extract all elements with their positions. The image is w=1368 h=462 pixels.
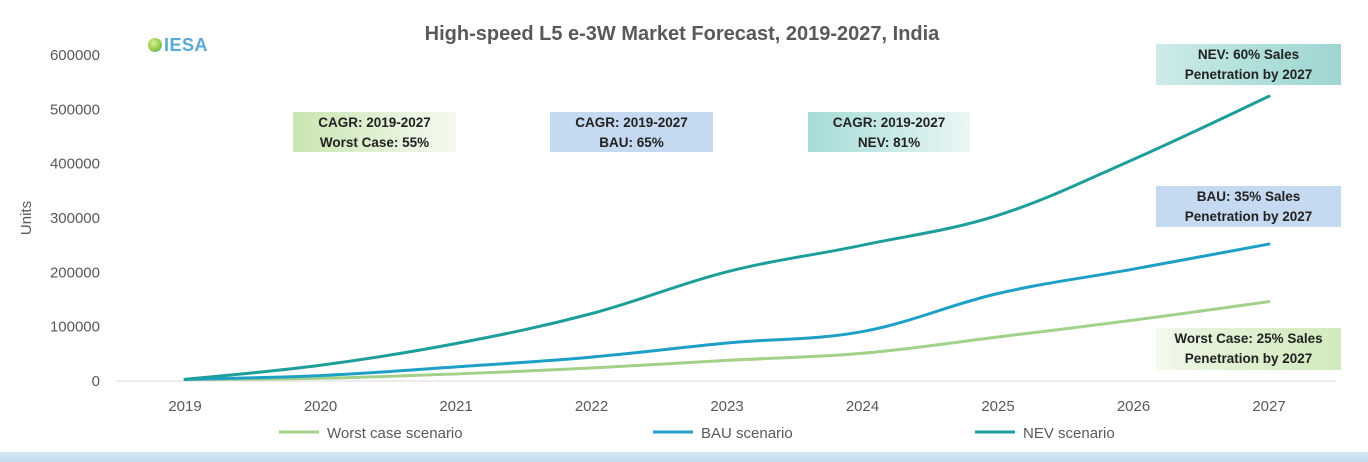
callout-line: CAGR: 2019-2027 [575, 115, 688, 130]
callout-line: NEV: 81% [857, 135, 921, 150]
callout-line: Worst Case: 55% [319, 135, 430, 150]
y-tick-label: 300000 [50, 210, 100, 227]
callout-line: Penetration by 2027 [1184, 67, 1313, 82]
cagr-nev-callout: CAGR: 2019-2027 NEV: 81% [808, 112, 970, 152]
y-tick-label: 0 [92, 373, 100, 390]
x-tick-label: 2023 [710, 398, 743, 415]
series-lines [183, 94, 1271, 381]
x-tick-label: 2024 [846, 398, 879, 415]
x-tick-label: 2027 [1252, 398, 1285, 415]
nev-penetration-callout: NEV: 60% Sales Penetration by 2027 [1156, 44, 1341, 85]
y-tick-label: 100000 [50, 319, 100, 336]
x-tick-label: 2019 [168, 398, 201, 415]
callout-line: BAU: 35% Sales [1196, 189, 1301, 204]
y-tick-label: 200000 [50, 264, 100, 281]
x-axis-ticks: 2019 2020 2021 2022 2023 2024 2025 2026 2027 [168, 398, 1285, 415]
cagr-bau-callout: CAGR: 2019-2027 BAU: 65% [550, 112, 713, 152]
y-axis-label: Units [18, 201, 35, 235]
callout-line: Worst Case: 25% Sales [1174, 331, 1323, 346]
x-tick-label: 2020 [304, 398, 337, 415]
y-tick-label: 400000 [50, 156, 100, 173]
callout-line: NEV: 60% Sales [1197, 47, 1300, 62]
callout-line: BAU: 65% [599, 135, 664, 150]
series-line-bau-scenario [183, 242, 1271, 381]
callout-line: CAGR: 2019-2027 [832, 115, 946, 130]
worst-case-penetration-callout: Worst Case: 25% Sales Penetration by 202… [1156, 328, 1341, 370]
x-tick-label: 2025 [981, 398, 1014, 415]
bau-penetration-callout: BAU: 35% Sales Penetration by 2027 [1156, 186, 1341, 227]
series-line-nev-scenario [183, 94, 1271, 381]
iesa-logo: IESA [148, 34, 208, 56]
x-tick-label: 2026 [1117, 398, 1150, 415]
series-line-worst-case-scenario [183, 300, 1271, 381]
y-tick-label: 500000 [50, 101, 100, 118]
callout-line: Penetration by 2027 [1184, 351, 1313, 366]
chart-title: High-speed L5 e-3W Market Forecast, 2019… [425, 23, 941, 45]
cagr-worst-case-callout: CAGR: 2019-2027 Worst Case: 55% [293, 112, 456, 152]
globe-icon [148, 38, 162, 52]
x-tick-label: 2021 [439, 398, 472, 415]
x-tick-label: 2022 [575, 398, 608, 415]
legend-label: NEV scenario [1023, 425, 1115, 442]
logo-text: IESA [164, 34, 209, 55]
callout-line: CAGR: 2019-2027 [318, 115, 431, 130]
legend-label: Worst case scenario [327, 425, 463, 442]
bottom-band [0, 452, 1368, 462]
legend-label: BAU scenario [701, 425, 793, 442]
callout-line: Penetration by 2027 [1184, 209, 1313, 224]
legend: Worst case scenario BAU scenario NEV scena… [279, 425, 1115, 442]
y-tick-label: 600000 [50, 47, 100, 64]
y-axis-ticks: 0 100000 200000 300000 400000 500000 600000 [50, 47, 100, 390]
